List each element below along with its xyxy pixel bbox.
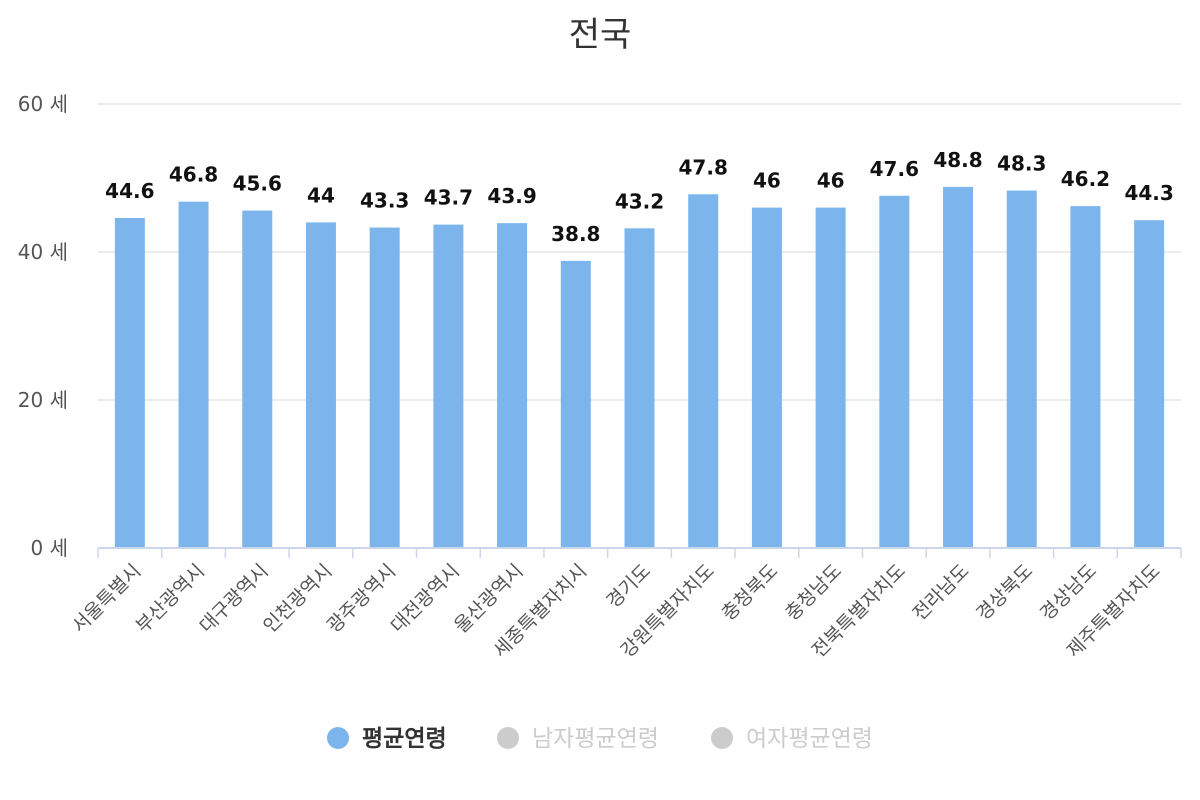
bar[interactable]: [497, 223, 528, 548]
data-label: 46: [753, 169, 781, 193]
x-category-label: 충청북도: [717, 560, 782, 625]
data-label: 43.3: [360, 189, 409, 213]
bar[interactable]: [1006, 190, 1037, 548]
data-label: 44.3: [1124, 181, 1173, 205]
data-label: 38.8: [551, 222, 600, 246]
legend-item[interactable]: 평균연령: [327, 726, 447, 752]
bar[interactable]: [114, 217, 145, 548]
bar[interactable]: [560, 260, 591, 548]
legend-item[interactable]: 남자평균연령: [497, 726, 659, 752]
legend-label: 남자평균연령: [532, 726, 659, 752]
legend-label: 평균연령: [362, 726, 447, 752]
data-label: 47.8: [679, 155, 728, 179]
legend-marker-icon: [327, 727, 349, 749]
bar-series-average-age[interactable]: [114, 186, 1165, 548]
data-labels: 44.6 46.8 45.6 44 43.3 43.7 43.9 38.8 43.2 47.8 46…: [105, 148, 1174, 246]
data-label: 47.6: [870, 157, 919, 181]
chart-title: 전국: [569, 15, 632, 55]
y-tick-label: 20 세: [18, 388, 68, 412]
bar[interactable]: [1070, 206, 1101, 548]
x-axis: [97, 547, 1182, 558]
x-category-label: 대전광역시: [387, 560, 464, 637]
y-tick-label: 40 세: [18, 240, 68, 264]
legend-label: 여자평균연령: [746, 726, 873, 752]
x-axis-category-labels: 서울특별시부산광역시대구광역시인천광역시광주광역시대전광역시울산광역시세종특별자…: [68, 560, 1165, 662]
data-label: 48.3: [997, 152, 1046, 176]
y-tick-label: 60 세: [18, 92, 68, 116]
x-category-label: 대구광역시: [195, 560, 272, 637]
x-category-label: 서울특별시: [68, 560, 145, 637]
bar[interactable]: [178, 201, 209, 548]
data-label: 46.2: [1061, 167, 1110, 191]
bar[interactable]: [879, 195, 910, 548]
bar[interactable]: [624, 228, 655, 548]
data-label: 44.6: [105, 179, 154, 203]
y-tick-label: 0 세: [31, 536, 68, 560]
y-axis-tick-labels: 0 세 20 세 40 세 60 세: [18, 92, 68, 560]
x-category-label: 충청남도: [781, 560, 846, 625]
data-label: 43.2: [615, 189, 664, 213]
bar[interactable]: [369, 227, 400, 548]
bar[interactable]: [305, 222, 336, 548]
data-label: 43.9: [487, 184, 536, 208]
x-category-label: 경기도: [602, 560, 655, 613]
bar[interactable]: [943, 186, 974, 548]
bar[interactable]: [242, 210, 273, 548]
bar[interactable]: [751, 207, 782, 548]
data-label: 46.8: [169, 163, 218, 187]
bar[interactable]: [688, 194, 719, 548]
data-label: 45.6: [233, 172, 282, 196]
bar[interactable]: [1134, 220, 1165, 548]
data-label: 46: [817, 169, 845, 193]
x-category-label: 경상북도: [972, 560, 1037, 625]
legend: 평균연령 남자평균연령 여자평균연령: [327, 726, 873, 752]
x-category-label: 광주광역시: [323, 560, 400, 637]
x-category-label: 경상남도: [1036, 560, 1101, 625]
legend-marker-icon: [711, 727, 733, 749]
x-category-label: 인천광역시: [259, 560, 336, 637]
x-category-label: 부산광역시: [132, 560, 209, 637]
data-label: 43.7: [424, 186, 473, 210]
legend-marker-icon: [497, 727, 519, 749]
bar[interactable]: [815, 207, 846, 548]
data-label: 44: [307, 183, 335, 207]
x-category-label: 전라남도: [909, 560, 974, 625]
bar[interactable]: [433, 224, 464, 548]
data-label: 48.8: [933, 148, 982, 172]
legend-item[interactable]: 여자평균연령: [711, 726, 873, 752]
